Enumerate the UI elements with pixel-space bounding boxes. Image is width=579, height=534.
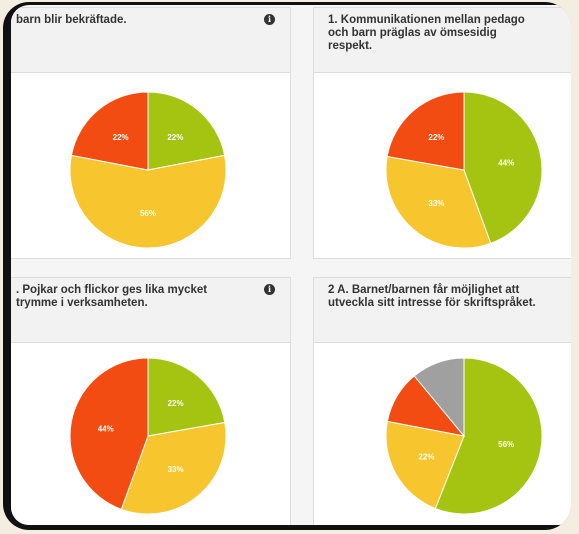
pie-slice-label: 44% [498, 159, 514, 168]
card-title: 1. Kommunikationen mellan pedago och bar… [328, 14, 525, 52]
pie-slice-label: 33% [168, 465, 184, 474]
pie-chart: 22% 33% 44% [69, 357, 227, 515]
pie-slice-yellow [69, 154, 227, 249]
result-card-skriftspraket: 2 A. Barnet/barnen får möjlighet att utv… [313, 277, 571, 525]
pie-slice-label: 22% [113, 133, 129, 142]
info-icon[interactable]: i [264, 284, 275, 295]
pie-chart: 22% 56% 22% [69, 91, 227, 249]
card-header: . Pojkar och flickor ges lika mycket try… [11, 278, 290, 343]
card-title: barn blir bekräftade. [16, 14, 127, 26]
pie-slice-yellow [385, 420, 465, 510]
pie-slice-red [69, 357, 149, 510]
pie-slice-green [147, 91, 226, 171]
pie-slice-label: 22% [167, 133, 183, 142]
card-header: barn blir bekräftade. i [11, 8, 290, 73]
pie-slice-gray [413, 357, 465, 438]
pie-slice-label: 22% [418, 453, 434, 462]
survey-results-viewport: barn blir bekräftade. i 22% 56% 22% 1. Kom… [11, 5, 571, 525]
pie-slice-label: 44% [98, 425, 114, 434]
pie-slice-green [434, 357, 543, 515]
pie-slice-label: 22% [168, 399, 184, 408]
pie-slice-yellow [385, 155, 492, 249]
device-screen-frame: barn blir bekräftade. i 22% 56% 22% 1. Kom… [3, 2, 571, 530]
pie-chart: 44% 33% 22% [385, 91, 543, 249]
result-card-kommunikation-respekt: 1. Kommunikationen mellan pedago och bar… [313, 7, 571, 259]
card-title: 2 A. Barnet/barnen får möjlighet att utv… [328, 284, 536, 309]
card-title: . Pojkar och flickor ges lika mycket try… [16, 284, 208, 309]
pie-slice-green [463, 91, 543, 244]
result-card-barn-bekraftade: barn blir bekräftade. i 22% 56% 22% [11, 7, 291, 259]
card-header: 2 A. Barnet/barnen får möjlighet att utv… [314, 278, 571, 343]
pie-slice-yellow [120, 421, 227, 515]
pie-slice-red [70, 91, 149, 171]
card-header: 1. Kommunikationen mellan pedago och bar… [314, 8, 571, 73]
pie-slice-green [147, 357, 226, 437]
pie-slice-label: 22% [428, 133, 444, 142]
pie-slice-red [386, 91, 465, 171]
result-card-pojkar-flickor: . Pojkar och flickor ges lika mycket try… [11, 277, 291, 525]
info-icon[interactable]: i [264, 14, 275, 25]
pie-slice-label: 56% [140, 209, 156, 218]
pie-slice-label: 33% [428, 199, 444, 208]
pie-chart: 56% 22% [385, 357, 543, 515]
pie-slice-label: 56% [498, 440, 514, 449]
